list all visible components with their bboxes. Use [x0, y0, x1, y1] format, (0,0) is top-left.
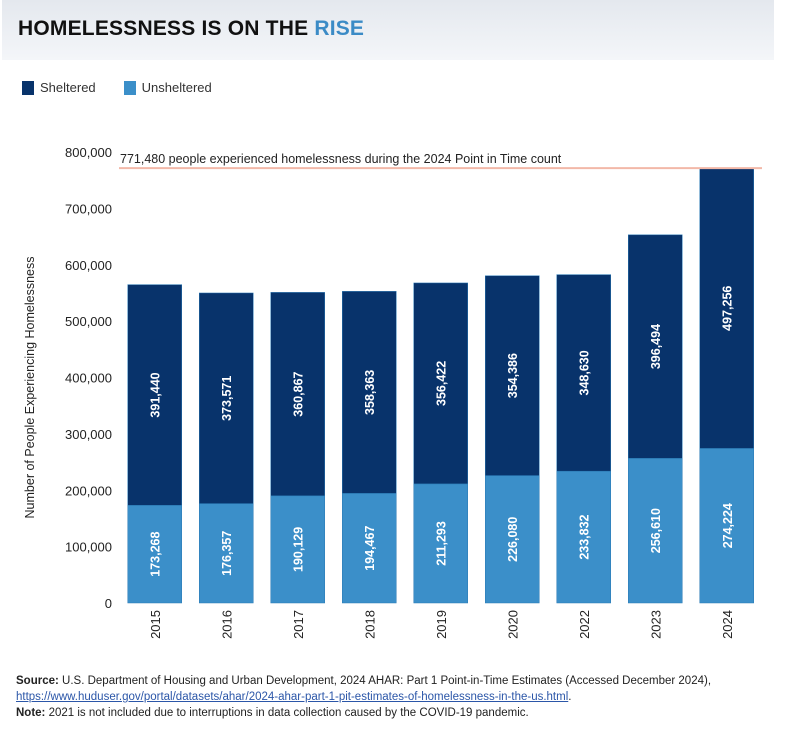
x-tick-label: 2017: [291, 610, 306, 639]
bar-sheltered: [699, 167, 754, 449]
bar-unsheltered: [413, 483, 468, 604]
legend-label: Sheltered: [40, 80, 96, 95]
bar-sheltered: [199, 292, 254, 504]
data-label-sheltered: 358,363: [363, 370, 377, 415]
x-tick-label: 2023: [648, 610, 663, 639]
y-tick-label: 200,000: [65, 483, 112, 498]
x-tick-label: 2016: [219, 610, 234, 639]
source-link[interactable]: https://www.huduser.gov/portal/datasets/…: [16, 691, 569, 703]
bar-unsheltered: [628, 458, 683, 604]
bar-sheltered: [342, 291, 397, 494]
bar-unsheltered: [199, 503, 254, 604]
data-label-unsheltered: 233,832: [578, 514, 592, 559]
data-label-sheltered: 360,867: [292, 371, 306, 416]
source-text: U.S. Department of Housing and Urban Dev…: [62, 675, 712, 687]
bar-unsheltered: [699, 448, 754, 604]
header-banner: HOMELESSNESS IS ON THE RISE: [2, 0, 774, 60]
data-label-unsheltered: 211,293: [435, 521, 449, 566]
bar-unsheltered: [127, 505, 182, 604]
data-label-sheltered: 354,386: [506, 353, 520, 398]
y-tick-label: 100,000: [65, 540, 112, 555]
x-tick-label: 2019: [434, 610, 449, 639]
title-main: HOMELESSNESS IS ON THE: [18, 17, 309, 40]
y-tick-label: 800,000: [65, 145, 112, 160]
data-label-sheltered: 373,571: [220, 376, 234, 421]
y-tick-label: 500,000: [65, 314, 112, 329]
source-note: Source: U.S. Department of Housing and U…: [16, 675, 712, 703]
y-tick-label: 600,000: [65, 258, 112, 273]
bar-unsheltered: [270, 495, 325, 604]
x-tick-label: 2022: [577, 610, 592, 639]
legend-label: Unsheltered: [141, 80, 212, 95]
y-tick-label: 0: [105, 596, 112, 611]
data-label-unsheltered: 176,357: [220, 531, 234, 576]
x-tick-label: 2018: [362, 610, 377, 639]
y-tick-label: 300,000: [65, 427, 112, 442]
legend: Sheltered Unsheltered: [22, 80, 212, 95]
data-label-sheltered: 348,630: [578, 350, 592, 395]
data-label-unsheltered: 226,080: [506, 517, 520, 562]
note-label: Note:: [16, 707, 46, 719]
x-tick-label: 2020: [505, 610, 520, 639]
x-tick-label: 2015: [148, 610, 163, 639]
y-tick-label: 400,000: [65, 371, 112, 386]
data-label-sheltered: 391,440: [149, 372, 163, 417]
legend-swatch-sheltered: [22, 80, 34, 95]
data-label-unsheltered: 194,467: [363, 526, 377, 571]
data-label-unsheltered: 173,268: [149, 532, 163, 577]
bar-sheltered: [413, 282, 468, 485]
bar-sheltered: [628, 234, 683, 459]
data-label-unsheltered: 190,129: [292, 527, 306, 572]
bar-sheltered: [127, 284, 182, 506]
reference-line-label: 771,480 people experienced homelessness …: [120, 152, 562, 166]
x-tick-label: 2024: [720, 610, 735, 639]
legend-swatch-unsheltered: [123, 80, 136, 95]
note: Note: 2021 is not included due to interr…: [16, 705, 756, 721]
title-accent: RISE: [314, 17, 365, 40]
data-label-unsheltered: 256,610: [649, 508, 663, 553]
page-title: HOMELESSNESS IS ON THE RISE: [18, 17, 364, 41]
bar-sheltered: [556, 274, 611, 472]
data-label-unsheltered: 274,224: [721, 503, 735, 548]
bar-sheltered: [485, 275, 540, 476]
data-label-sheltered: 396,494: [649, 324, 663, 369]
data-label-sheltered: 497,256: [721, 286, 735, 331]
data-label-sheltered: 356,422: [435, 361, 449, 406]
legend-item-sheltered: Sheltered: [22, 80, 96, 95]
legend-item-unsheltered: Unsheltered: [123, 80, 212, 95]
bar-sheltered: [270, 292, 325, 497]
bar-unsheltered: [342, 493, 397, 604]
note-text: 2021 is not included due to interruption…: [48, 707, 529, 719]
y-axis-title: Number of People Experiencing Homelessne…: [23, 257, 37, 519]
source-label: Source:: [16, 675, 59, 687]
footer: Source: U.S. Department of Housing and U…: [16, 673, 756, 721]
bar-unsheltered: [556, 470, 611, 604]
y-tick-label: 700,000: [65, 201, 112, 216]
